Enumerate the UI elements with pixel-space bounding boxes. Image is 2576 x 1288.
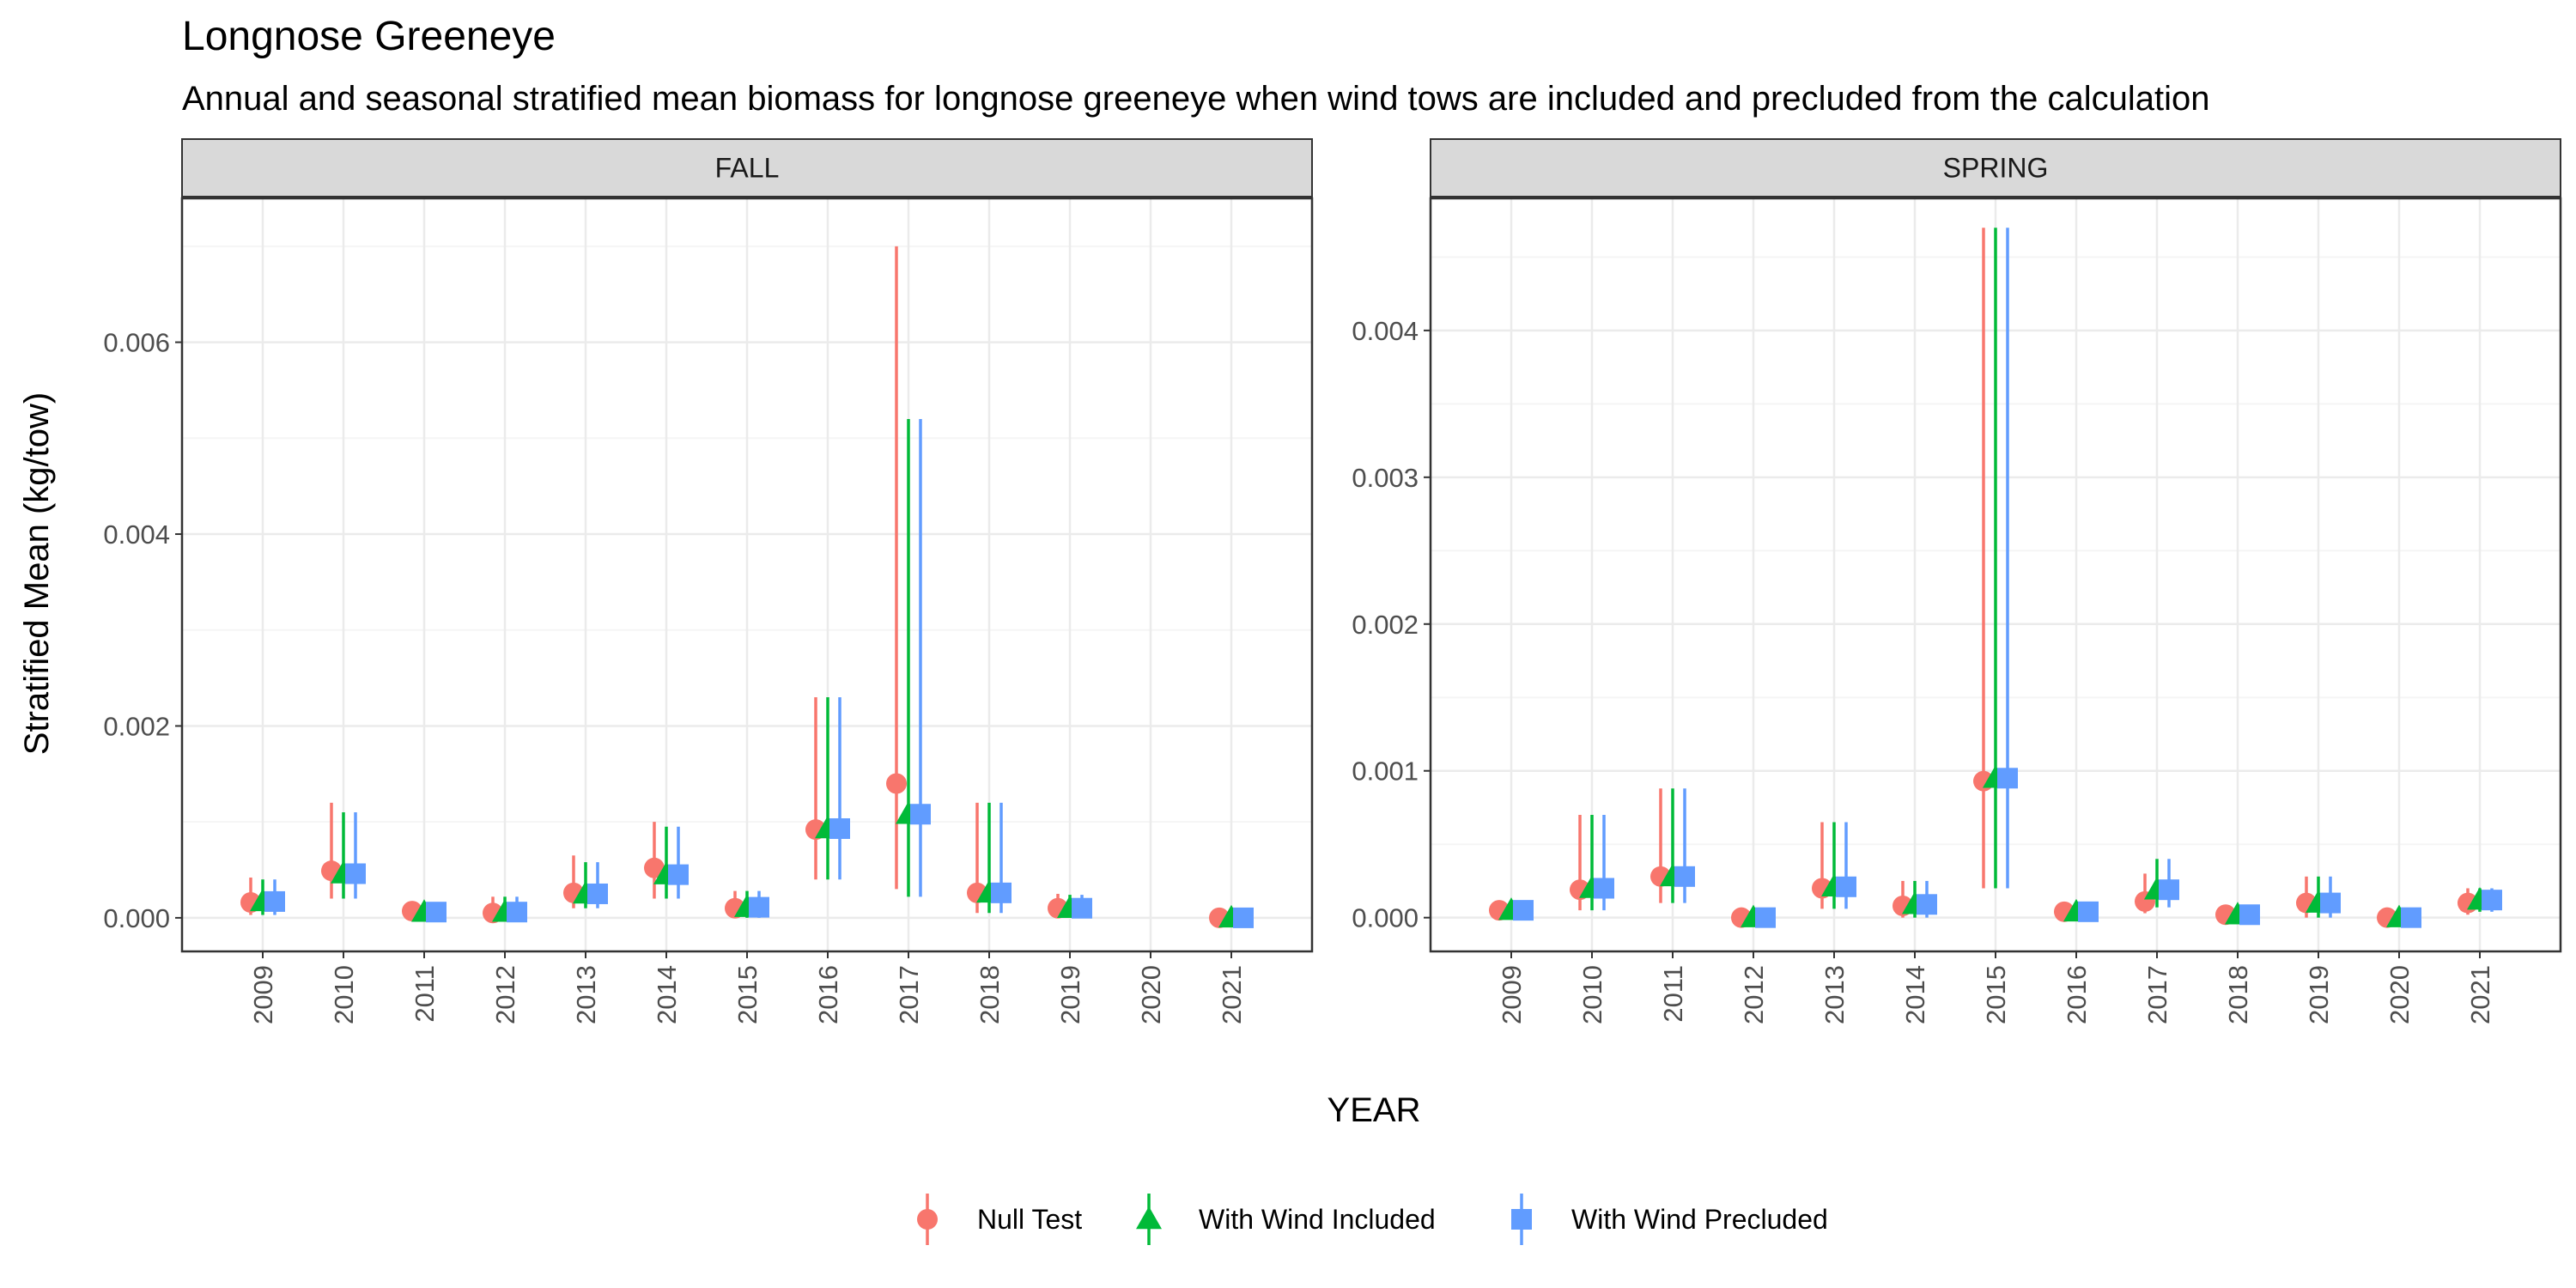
legend-label: Null Test (977, 1204, 1082, 1235)
x-tick-label: 2010 (329, 965, 359, 1024)
x-axis-label: YEAR (1327, 1091, 1421, 1129)
data-point (2159, 879, 2179, 901)
data-point (668, 864, 689, 885)
data-point (1233, 907, 1254, 928)
panel-fall: FALL 0.000 0.002 0.004 0.006 2009 2010 2011 2012… (103, 138, 1314, 1024)
x-tick-label: 2015 (732, 965, 762, 1024)
data-point (2239, 904, 2260, 926)
y-tick-label: 0.004 (1352, 316, 1419, 346)
panel-border (1429, 197, 2562, 953)
data-point (1072, 897, 1092, 919)
x-tick-label: 2013 (1820, 965, 1850, 1024)
data-point (829, 817, 850, 839)
legend-label: With Wind Included (1199, 1204, 1436, 1235)
data-point (1513, 900, 1534, 921)
data-point (749, 896, 769, 918)
legend-label: With Wind Precluded (1571, 1204, 1828, 1235)
series-precluded (264, 418, 1254, 928)
x-tick-label: 2013 (571, 965, 601, 1024)
series-precluded (1513, 228, 2502, 928)
x-tick-label: 2018 (2223, 965, 2253, 1024)
x-tick-label: 2009 (1497, 965, 1527, 1024)
data-point (345, 863, 366, 884)
data-point (2482, 890, 2502, 911)
y-tick-label: 0.002 (1352, 610, 1419, 640)
data-point (1836, 876, 1856, 897)
legend-item-included: With Wind Included (1136, 1194, 1436, 1245)
data-point (2078, 901, 2099, 922)
legend-key-marker (1136, 1206, 1162, 1230)
y-tick-label: 0.004 (103, 519, 170, 550)
y-tick-label: 0.006 (103, 328, 170, 358)
data-point (910, 804, 931, 825)
y-tick-label: 0.003 (1352, 463, 1419, 493)
x-tick-label: 2010 (1577, 965, 1607, 1024)
x-tick-label: 2021 (1217, 965, 1247, 1024)
x-tick-label: 2012 (1739, 965, 1769, 1024)
data-point (2401, 907, 2421, 928)
x-tick-label: 2017 (894, 965, 924, 1024)
x-tick-label: 2011 (410, 965, 440, 1023)
panel-spring: SPRING 0.000 0.001 0.002 0.003 0.004 2009 2010 2… (1352, 138, 2562, 1024)
series-null (1489, 228, 2478, 928)
x-tick-label: 2017 (2142, 965, 2172, 1024)
x-tick-label: 2020 (2385, 965, 2415, 1024)
x-tick-label: 2014 (652, 965, 682, 1024)
facet-strip-label: SPRING (1943, 153, 2049, 184)
y-axis-label: Stratified Mean (kg/tow) (18, 392, 56, 755)
x-tick-label: 2016 (2062, 965, 2092, 1024)
data-point (507, 902, 527, 923)
facet-strip-label: FALL (715, 153, 780, 184)
x-tick-label: 2021 (2465, 965, 2495, 1024)
x-tick-label: 2015 (1981, 965, 2011, 1024)
data-point (264, 890, 285, 912)
data-point (587, 883, 608, 904)
legend-key-marker (1511, 1209, 1532, 1230)
data-point (2320, 892, 2341, 914)
data-point (1917, 894, 1937, 915)
data-point (426, 902, 447, 923)
legend-item-precluded: With Wind Precluded (1511, 1194, 1828, 1245)
x-tick-label: 2016 (813, 965, 843, 1024)
x-tick-label: 2019 (2304, 965, 2334, 1024)
legend-key-marker (917, 1209, 938, 1230)
series-included (1498, 228, 2493, 927)
x-tick-label: 2018 (975, 965, 1005, 1024)
x-tick-label: 2020 (1136, 965, 1166, 1024)
chart-title: Longnose Greeneye (182, 14, 556, 59)
data-point (1674, 866, 1695, 887)
y-tick-label: 0.002 (103, 711, 170, 741)
facet-strip (1430, 138, 2561, 197)
x-tick-label: 2014 (1900, 965, 1930, 1024)
y-tick-label: 0.000 (103, 903, 170, 933)
legend-item-null: Null Test (917, 1194, 1082, 1245)
x-tick-label: 2012 (490, 965, 520, 1024)
y-tick-label: 0.001 (1352, 756, 1419, 787)
facet-strip (181, 138, 1313, 197)
data-point (991, 882, 1012, 903)
data-point (886, 773, 907, 794)
chart-subtitle: Annual and seasonal stratified mean biom… (182, 80, 2209, 118)
data-point (1997, 768, 2018, 789)
panel-border (180, 197, 1314, 953)
x-tick-label: 2009 (248, 965, 278, 1024)
y-tick-label: 0.000 (1352, 903, 1419, 933)
data-point (1755, 907, 1776, 928)
data-point (1594, 878, 1614, 899)
data-point (644, 857, 665, 878)
x-tick-label: 2019 (1055, 965, 1085, 1024)
legend: Null Test With Wind Included With Wind Pre… (917, 1194, 1828, 1245)
x-tick-label: 2011 (1658, 965, 1688, 1023)
